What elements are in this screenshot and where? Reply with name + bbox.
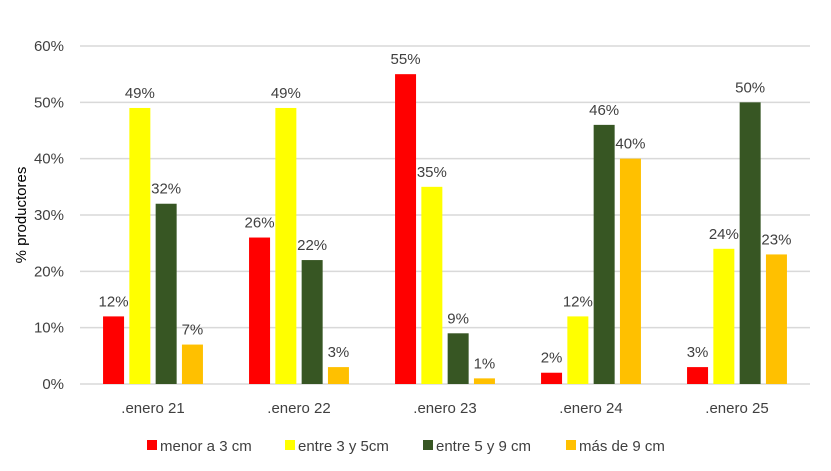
y-tick-label: 30% <box>34 207 64 224</box>
legend-swatch <box>423 440 433 450</box>
data-label: 1% <box>474 355 496 372</box>
data-label: 23% <box>761 231 791 248</box>
data-label: 49% <box>125 85 155 102</box>
data-label: 12% <box>563 293 593 310</box>
bar <box>395 74 417 385</box>
x-axis-ticks: .enero 21 .enero 22 .enero 23 .enero 24 .ene… <box>121 400 768 417</box>
legend-label: entre 3 y 5cm <box>298 438 389 455</box>
data-label: 3% <box>687 344 709 361</box>
y-tick-label: 10% <box>34 320 64 337</box>
data-label: 26% <box>245 215 275 232</box>
bar <box>473 378 495 384</box>
data-label: 24% <box>709 226 739 243</box>
bar <box>765 254 787 384</box>
data-label: 22% <box>297 237 327 254</box>
legend-label: más de 9 cm <box>579 438 665 455</box>
bar <box>739 102 761 384</box>
legend-item: menor a 3 cm <box>147 438 252 455</box>
y-axis-ticks: 0% 10% 20% 30% 40% 50% 60% <box>34 38 64 393</box>
bar <box>593 124 615 384</box>
data-label: 40% <box>615 136 645 153</box>
bar <box>103 316 125 384</box>
legend-item: entre 5 y 9 cm <box>423 438 531 455</box>
bar <box>327 367 349 384</box>
x-tick-label: .enero 25 <box>705 400 768 417</box>
bar <box>421 186 443 384</box>
data-label: 7% <box>182 322 204 339</box>
bar <box>541 372 563 384</box>
bar <box>155 203 177 384</box>
data-label: 50% <box>735 79 765 96</box>
x-tick-label: .enero 22 <box>267 400 330 417</box>
legend-item: entre 3 y 5cm <box>285 438 389 455</box>
bars: 12% 49% 32% 7% 26% 49% 22% 3% 55% 35% 9% 1% 2% 12% 46%… <box>99 51 791 385</box>
bar <box>619 158 641 384</box>
y-tick-label: 40% <box>34 151 64 168</box>
y-axis-label: % productores <box>13 167 30 264</box>
bar <box>301 260 323 384</box>
legend-swatch <box>566 440 576 450</box>
bar <box>567 316 589 384</box>
x-tick-label: .enero 24 <box>559 400 622 417</box>
legend: menor a 3 cm entre 3 y 5cm entre 5 y 9 cm m… <box>147 438 665 455</box>
legend-item: más de 9 cm <box>566 438 665 455</box>
data-label: 55% <box>391 51 421 68</box>
data-label: 32% <box>151 181 181 198</box>
bar <box>181 344 203 384</box>
y-tick-label: 60% <box>34 38 64 55</box>
y-tick-label: 0% <box>42 376 64 393</box>
x-tick-label: .enero 23 <box>413 400 476 417</box>
data-label: 2% <box>541 350 563 367</box>
bar <box>713 248 735 384</box>
legend-label: menor a 3 cm <box>160 438 252 455</box>
data-label: 9% <box>447 310 469 327</box>
gridlines <box>80 45 810 385</box>
y-tick-label: 50% <box>34 94 64 111</box>
data-label: 12% <box>99 293 129 310</box>
bar <box>275 107 297 384</box>
y-tick-label: 20% <box>34 263 64 280</box>
x-tick-label: .enero 21 <box>121 400 184 417</box>
legend-swatch <box>147 440 157 450</box>
bar <box>249 237 271 384</box>
bar <box>687 367 709 384</box>
legend-label: entre 5 y 9 cm <box>436 438 531 455</box>
bar <box>447 333 469 384</box>
data-label: 35% <box>417 164 447 181</box>
data-label: 46% <box>589 102 619 119</box>
data-label: 3% <box>328 344 350 361</box>
legend-swatch <box>285 440 295 450</box>
data-label: 49% <box>271 85 301 102</box>
bar <box>129 107 151 384</box>
